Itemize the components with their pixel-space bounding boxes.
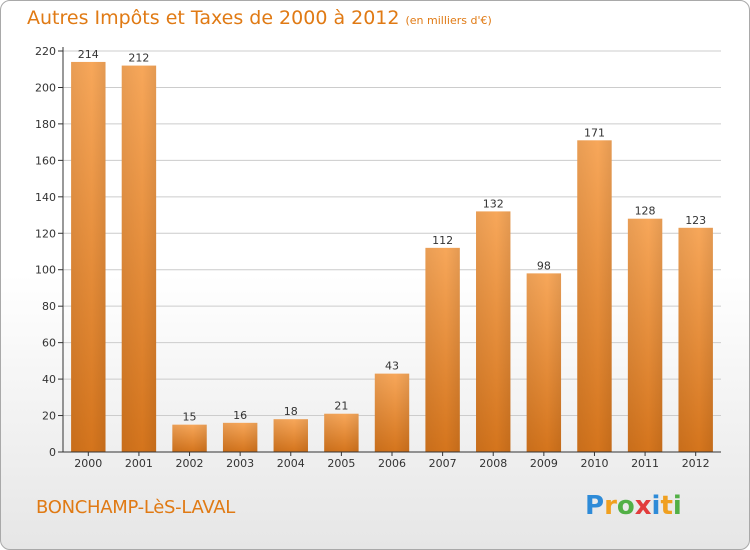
x-tick-label: 2010 bbox=[580, 457, 608, 470]
y-tick-label: 200 bbox=[35, 81, 56, 94]
bar-shade bbox=[577, 140, 612, 452]
chart-title: Autres Impôts et Taxes de 2000 à 2012 (en… bbox=[27, 7, 492, 29]
bar-value-label: 214 bbox=[78, 48, 99, 61]
bar-value-label: 112 bbox=[432, 234, 453, 247]
x-tick-label: 2006 bbox=[378, 457, 406, 470]
y-tick-label: 120 bbox=[35, 227, 56, 240]
x-tick-label: 2000 bbox=[74, 457, 102, 470]
axes: 0 20 40 60 80 100 120 140 160 180 200 220 2000 2001 20… bbox=[35, 45, 721, 470]
bar-shade bbox=[71, 61, 106, 452]
bar-shade bbox=[273, 419, 308, 452]
bar-value-label: 98 bbox=[537, 259, 551, 272]
y-tick-label: 160 bbox=[35, 154, 56, 167]
y-tick-label: 40 bbox=[42, 373, 56, 386]
commune-name: BONCHAMP-LèS-LAVAL bbox=[36, 497, 235, 518]
bar-shade bbox=[476, 211, 511, 452]
x-tick-label: 2004 bbox=[277, 457, 305, 470]
y-tick-label: 80 bbox=[42, 300, 56, 313]
y-tick-label: 20 bbox=[42, 410, 56, 423]
chart-title-unit: (en milliers d'€) bbox=[405, 14, 492, 27]
y-tick-label: 220 bbox=[35, 45, 56, 58]
y-tick-label: 100 bbox=[35, 264, 56, 277]
logo-letter: i bbox=[651, 491, 661, 521]
proxiti-logo: Proxiti bbox=[585, 491, 682, 521]
bar-shade bbox=[526, 273, 562, 452]
bar-value-label: 21 bbox=[334, 400, 348, 413]
bar-shade bbox=[374, 373, 410, 452]
x-tick-label: 2002 bbox=[176, 457, 204, 470]
logo-letter: o bbox=[616, 491, 635, 521]
bar-value-label: 16 bbox=[233, 409, 247, 422]
x-tick-label: 2012 bbox=[682, 457, 710, 470]
bar-shade bbox=[678, 227, 713, 452]
logo-letter: t bbox=[660, 491, 673, 521]
bar-value-label: 123 bbox=[685, 214, 706, 227]
logo-letter: x bbox=[634, 491, 652, 521]
x-tick-label: 2009 bbox=[530, 457, 558, 470]
bar-value-label: 132 bbox=[483, 197, 504, 210]
bar-value-label: 128 bbox=[635, 205, 656, 218]
bars: 214 212 15 16 18 21 43 112 132 98 171 128 123 bbox=[71, 48, 713, 452]
bar-value-label: 43 bbox=[385, 360, 399, 373]
bar-shade bbox=[324, 413, 359, 452]
bar-shade bbox=[172, 424, 207, 452]
bar-value-label: 171 bbox=[584, 126, 605, 139]
bar-shade bbox=[222, 422, 258, 452]
x-tick-label: 2007 bbox=[429, 457, 457, 470]
x-tick-label: 2011 bbox=[631, 457, 659, 470]
bar-value-label: 15 bbox=[183, 411, 197, 424]
y-tick-label: 0 bbox=[49, 446, 56, 459]
bar-shade bbox=[627, 218, 663, 452]
x-tick-label: 2008 bbox=[479, 457, 507, 470]
chart-title-main: Autres Impôts et Taxes de 2000 à 2012 bbox=[27, 7, 400, 29]
bar-value-label: 212 bbox=[128, 52, 149, 65]
bar-shade bbox=[121, 65, 157, 452]
x-tick-label: 2001 bbox=[125, 457, 153, 470]
logo-letter: P bbox=[585, 491, 605, 521]
y-tick-label: 60 bbox=[42, 337, 56, 350]
logo-letter: i bbox=[672, 491, 682, 521]
x-tick-label: 2003 bbox=[226, 457, 254, 470]
x-tick-label: 2005 bbox=[327, 457, 355, 470]
bar-value-label: 18 bbox=[284, 405, 298, 418]
y-tick-label: 180 bbox=[35, 118, 56, 131]
y-tick-label: 140 bbox=[35, 191, 56, 204]
bar-shade bbox=[425, 247, 460, 452]
logo-letter: r bbox=[604, 491, 617, 521]
